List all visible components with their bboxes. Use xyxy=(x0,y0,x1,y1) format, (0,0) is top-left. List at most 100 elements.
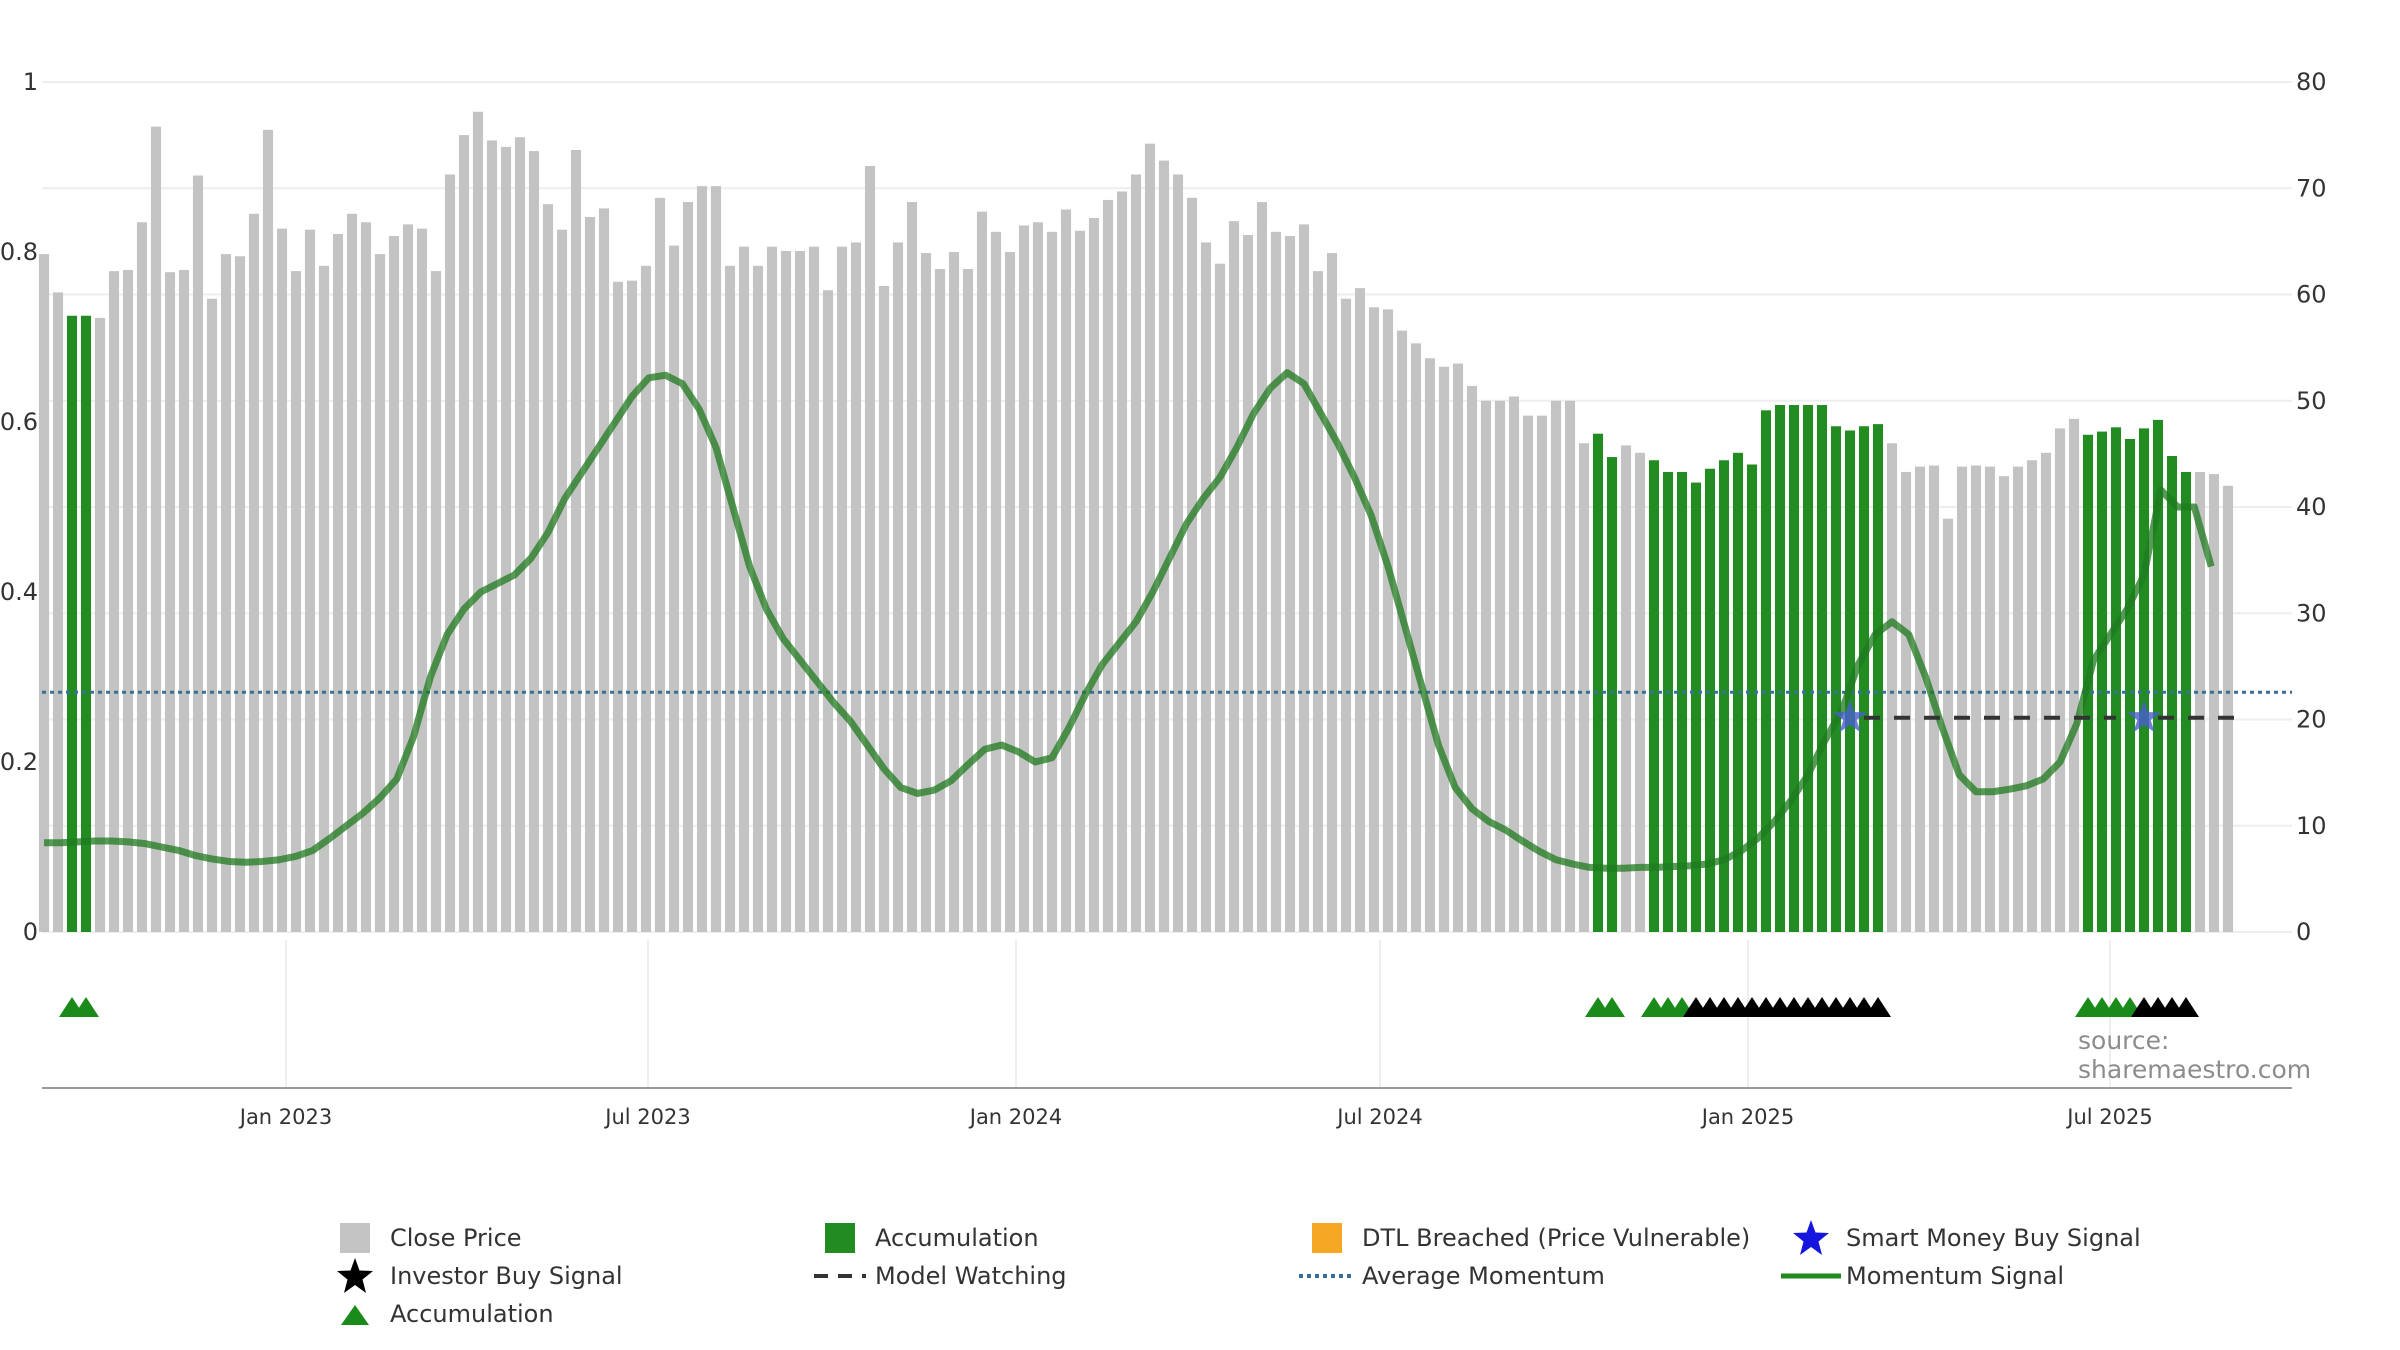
close-price-bar xyxy=(1396,330,1408,932)
close-price-bar xyxy=(444,174,456,932)
close-price-bar xyxy=(1942,518,1954,932)
close-price-bar xyxy=(1270,231,1282,932)
close-price-bar xyxy=(374,254,386,932)
close-price-bar xyxy=(360,222,372,932)
close-price-bar xyxy=(2194,471,2206,932)
close-price-bar xyxy=(192,175,204,932)
close-price-bar xyxy=(2012,466,2024,932)
close-price-bar xyxy=(556,229,568,932)
close-price-bar xyxy=(1074,230,1086,932)
close-price-bar xyxy=(584,216,596,932)
close-price-bar xyxy=(612,281,624,932)
momentum-signal xyxy=(44,369,2215,872)
close-price-bar xyxy=(822,290,834,932)
right-tick-label: 70 xyxy=(2296,174,2327,202)
accumulation-bar xyxy=(80,315,92,932)
close-price-bar xyxy=(318,265,330,932)
accumulation-bar xyxy=(1872,424,1884,932)
close-price-bar xyxy=(1424,358,1436,932)
accumulation-bar xyxy=(2096,431,2108,932)
close-price-bar xyxy=(1242,235,1254,932)
close-price-bar xyxy=(1900,471,1912,932)
close-price-bar xyxy=(1410,343,1422,932)
close-price-bar xyxy=(1984,466,1996,932)
accumulation-bar xyxy=(1662,471,1674,932)
close-price-bar xyxy=(1438,366,1450,932)
smart-money-signals xyxy=(1832,699,2162,733)
x-tick-label: Jan 2023 xyxy=(238,1105,333,1129)
accumulation-bar xyxy=(1802,405,1814,932)
close-price-bar xyxy=(346,213,358,932)
close-price-bar xyxy=(570,150,582,932)
momentum-signal-line xyxy=(44,369,2215,872)
close-price-bar xyxy=(1116,191,1128,932)
close-price-bar xyxy=(500,146,512,932)
close-price-bar xyxy=(1494,400,1506,932)
accumulation-triangle xyxy=(1599,997,1625,1017)
close-price-bar xyxy=(906,202,918,932)
close-price-bar xyxy=(696,186,708,932)
accumulation-bar xyxy=(1816,405,1828,932)
smart-money-star xyxy=(2126,699,2162,733)
close-price-bar xyxy=(738,246,750,932)
source-label: source: sharemaestro.com xyxy=(2078,1026,2312,1084)
close-price-bar xyxy=(2068,418,2080,932)
right-tick-label: 80 xyxy=(2296,68,2327,96)
close-price-bar xyxy=(1088,218,1100,932)
close-price-bar xyxy=(1550,400,1562,932)
close-price-bar xyxy=(2026,460,2038,932)
accumulation-bar xyxy=(1690,482,1702,932)
accumulation-bar xyxy=(1648,460,1660,932)
close-price-bar xyxy=(1354,288,1366,932)
investor-triangle xyxy=(1865,997,1891,1017)
close-price-bar xyxy=(164,272,176,932)
accumulation-bar xyxy=(1788,405,1800,932)
x-tick-label: Jan 2025 xyxy=(1700,1105,1795,1129)
close-price-bar xyxy=(808,246,820,932)
close-price-bar xyxy=(920,253,932,932)
close-price-bar xyxy=(710,186,722,932)
close-price-bar xyxy=(1158,160,1170,932)
accumulation-bar xyxy=(2138,428,2150,932)
close-price-bar xyxy=(1200,242,1212,932)
accumulation-bar xyxy=(2124,439,2136,932)
close-price-bar xyxy=(528,151,540,932)
close-price-bar xyxy=(1480,400,1492,932)
close-price-bar xyxy=(542,204,554,932)
accumulation-bar xyxy=(1760,410,1772,932)
close-price-bar xyxy=(962,269,974,932)
close-price-bar xyxy=(2208,474,2220,932)
close-price-bar xyxy=(1578,443,1590,932)
close-price-bar xyxy=(1032,222,1044,932)
close-price-bar xyxy=(1956,466,1968,932)
close-price-bar xyxy=(458,135,470,932)
close-price-bar xyxy=(2222,485,2234,932)
close-price-bar xyxy=(178,270,190,932)
investor-triangle xyxy=(2173,997,2199,1017)
close-price-bar xyxy=(1004,252,1016,932)
accumulation-bar xyxy=(1774,405,1786,932)
close-price-bar xyxy=(430,271,442,932)
close-price-bar xyxy=(2054,428,2066,932)
accumulation-bar xyxy=(1858,426,1870,932)
axes: Jan 2023 Jul 2023 Jan 2024 Jul 2024 Jan 2025… xyxy=(0,68,2327,1129)
close-price-bar xyxy=(1536,415,1548,932)
close-price-bar xyxy=(1214,263,1226,932)
close-price-bar xyxy=(1046,231,1058,932)
close-price-bar xyxy=(1508,396,1520,932)
close-price-bar xyxy=(1620,445,1632,932)
close-price-bar xyxy=(1466,385,1478,932)
accumulation-bar xyxy=(66,315,78,932)
close-price-bar xyxy=(836,246,848,932)
close-price-bar xyxy=(682,202,694,932)
right-tick-label: 40 xyxy=(2296,493,2327,521)
right-tick-label: 10 xyxy=(2296,812,2327,840)
right-tick-label: 30 xyxy=(2296,599,2327,627)
close-price-bar xyxy=(1186,197,1198,932)
right-tick-label: 60 xyxy=(2296,281,2327,309)
close-price-bar xyxy=(1368,307,1380,932)
close-price-bar xyxy=(794,250,806,932)
close-price-bar xyxy=(150,126,162,932)
close-price-bar xyxy=(1564,400,1576,932)
signal-triangles xyxy=(59,997,2199,1017)
